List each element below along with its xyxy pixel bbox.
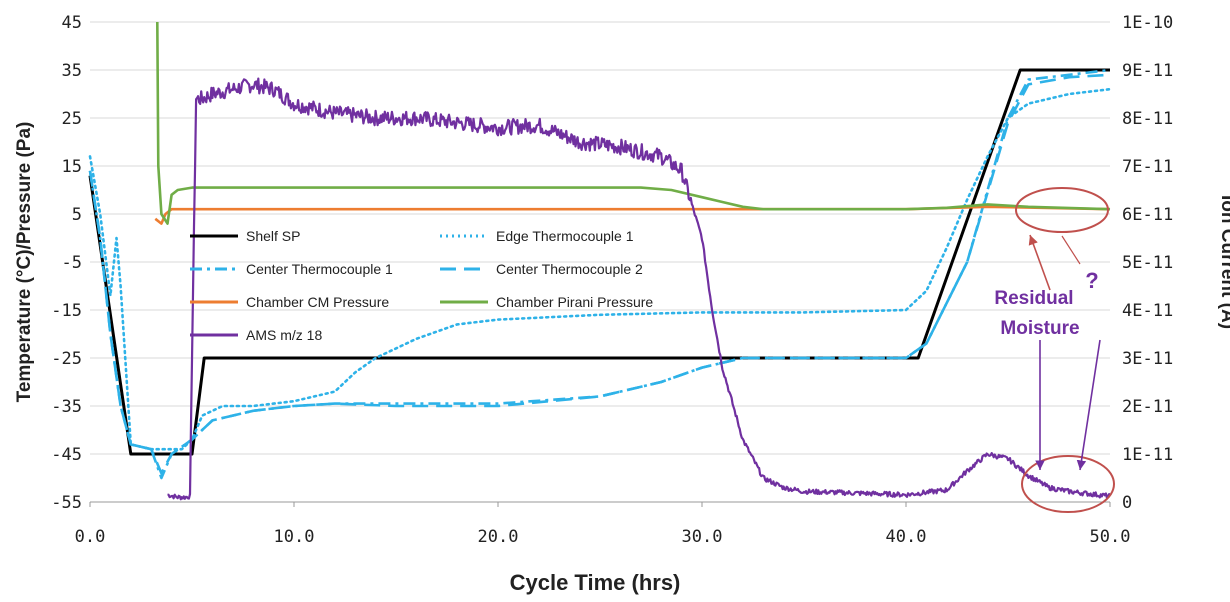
x-axis-title: Cycle Time (hrs) [510,570,681,595]
y2-tick-label: 1E-10 [1122,13,1173,33]
series-chamber-pirani-pressure [156,21,1111,225]
series-shelf-sp [88,68,1110,456]
y2-tick-label: 8E-11 [1122,109,1173,129]
y2-tick-label: 4E-11 [1122,301,1173,321]
y-tick-label: -45 [51,445,82,465]
y-tick-label: -55 [51,493,82,513]
highlight-ellipse-pressure [1015,187,1109,233]
arrow-to-pressure [1028,234,1051,291]
y2-tick-label: 0 [1122,493,1132,513]
question-mark: ? [1085,268,1098,293]
x-tick-label: 40.0 [886,527,927,547]
arrow-stub [1061,235,1081,265]
legend-label-center-thermocouple-1: Center Thermocouple 1 [246,261,393,277]
y2-tick-label: 7E-11 [1122,157,1173,177]
y2-tick-label: 9E-11 [1122,61,1173,81]
x-tick-label: 30.0 [682,527,723,547]
y-axis-title: Temperature (°C)/Pressure (Pa) [14,122,35,403]
annotations: Residual Moisture? [994,187,1115,513]
series-ams-m-z-18 [167,77,1111,501]
y2-tick-label: 1E-11 [1122,445,1173,465]
legend-label-ams-m-z-18: AMS m/z 18 [246,327,322,343]
series-layer [88,21,1112,501]
y-tick-label: -35 [51,397,82,417]
x-tick-label: 50.0 [1090,527,1131,547]
residual-moisture-label: Residual [994,288,1073,309]
legend-label-edge-thermocouple-1: Edge Thermocouple 1 [496,228,634,244]
y-tick-label: -15 [51,301,82,321]
series-center-thermocouple-2 [88,73,1111,475]
legend-label-chamber-cm-pressure: Chamber CM Pressure [246,294,389,310]
residual-moisture-label: Moisture [1000,318,1079,339]
y2-tick-label: 3E-11 [1122,349,1173,369]
legend-label-chamber-pirani-pressure: Chamber Pirani Pressure [496,294,653,310]
y-tick-label: 45 [62,13,82,33]
x-tick-label: 10.0 [274,527,315,547]
arrow-to-moisture [1076,339,1101,471]
legend: Shelf SP Edge Thermocouple 1 Center Thermo… [190,228,653,343]
highlight-ellipse-moisture [1021,455,1115,513]
x-tick-label: 0.0 [75,527,106,547]
legend-label-shelf-sp: Shelf SP [246,228,300,244]
y-tick-label: -5 [62,253,82,273]
y-tick-label: -25 [51,349,82,369]
y-tick-label: 5 [72,205,82,225]
y2-tick-label: 6E-11 [1122,205,1173,225]
y-tick-label: 25 [62,109,82,129]
legend-label-center-thermocouple-2: Center Thermocouple 2 [496,261,643,277]
axes: 45 35 25 15 5 -5 -15 -25 -35 -45 -55 1E-10 9E-11 8E-1… [51,13,1173,547]
y2-tick-label: 2E-11 [1122,397,1173,417]
x-tick-label: 20.0 [478,527,519,547]
y-tick-label: 35 [62,61,82,81]
y2-axis-title: Ion Current (A) [1217,195,1230,329]
y-tick-label: 15 [62,157,82,177]
y2-tick-label: 5E-11 [1122,253,1173,273]
